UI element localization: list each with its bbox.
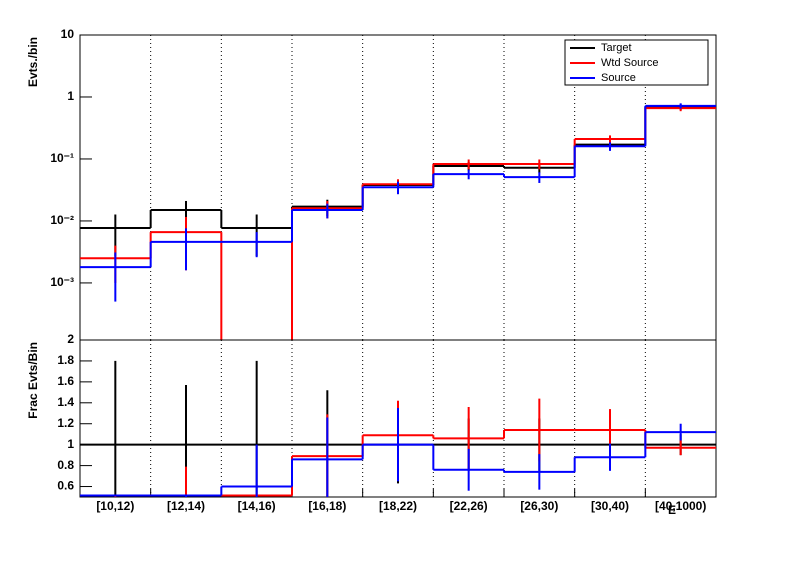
y-tick-label: 0.6 xyxy=(57,479,74,493)
x-tick-label: [26,30) xyxy=(520,499,558,513)
y-tick-label: 10⁻² xyxy=(50,213,74,227)
y-tick-label: 1.4 xyxy=(57,395,74,409)
legend-label: Wtd Source xyxy=(601,57,658,69)
y-axis-label: Frac Evts/Bin xyxy=(26,342,40,419)
y-tick-label: 0.8 xyxy=(57,458,74,472)
x-tick-label: [16,18) xyxy=(308,499,346,513)
y-tick-label: 1.8 xyxy=(57,353,74,367)
plot-frame xyxy=(79,339,717,498)
y-tick-label: 10 xyxy=(61,27,75,41)
y-tick-label: 1.2 xyxy=(57,416,74,430)
x-axis-label: E xyxy=(668,503,676,517)
y-tick-label: 10⁻¹ xyxy=(50,151,74,165)
x-tick-label: [18,22) xyxy=(379,499,417,513)
y-axis-label: Evts./bin xyxy=(26,37,40,87)
x-tick-label: [40,1000) xyxy=(655,499,706,513)
x-tick-label: [30,40) xyxy=(591,499,629,513)
x-tick-label: [12,14) xyxy=(167,499,205,513)
y-tick-label: 10⁻³ xyxy=(50,275,74,289)
plot-area xyxy=(80,360,716,497)
y-tick-label: 2 xyxy=(67,332,74,346)
x-tick-label: [22,26) xyxy=(450,499,488,513)
legend-label: Source xyxy=(601,72,636,84)
x-tick-label: [10,12) xyxy=(96,499,134,513)
y-tick-label: 1 xyxy=(67,89,74,103)
y-tick-label: 1.6 xyxy=(57,374,74,388)
x-tick-label: [14,16) xyxy=(238,499,276,513)
plot-area xyxy=(80,103,716,340)
legend-label: Target xyxy=(601,42,632,54)
y-tick-label: 1 xyxy=(67,437,74,451)
